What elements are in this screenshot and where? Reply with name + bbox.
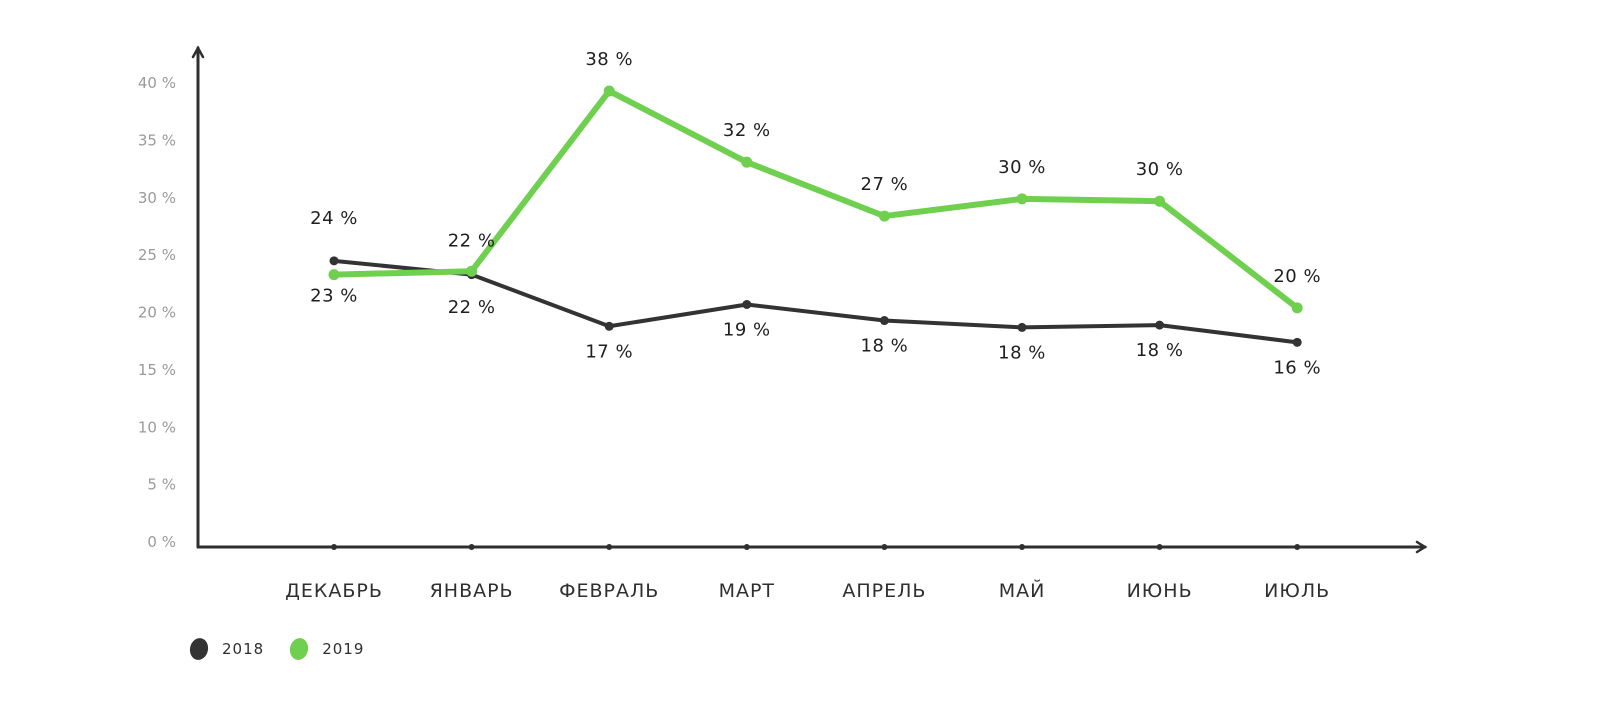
x-tick-mark bbox=[1019, 544, 1025, 550]
x-tick-mark bbox=[881, 544, 888, 550]
legend-swatch-2019 bbox=[288, 636, 311, 662]
y-tick-label: 15 % bbox=[138, 361, 176, 379]
legend: 2018 2019 bbox=[187, 636, 365, 662]
data-label-2018: 24 % bbox=[310, 208, 358, 229]
y-tick-label: 25 % bbox=[138, 246, 176, 264]
data-point-2018 bbox=[329, 256, 339, 266]
x-tick-label: ИЮЛЬ bbox=[1264, 580, 1330, 602]
y-axis-arrow bbox=[191, 45, 205, 59]
data-point-2019 bbox=[1154, 195, 1166, 207]
y-tick-label: 35 % bbox=[138, 131, 176, 149]
y-tick-label: 40 % bbox=[138, 74, 176, 92]
data-point-2018 bbox=[879, 316, 889, 326]
x-tick-label: ИЮНЬ bbox=[1127, 580, 1193, 602]
legend-item-2018: 2018 bbox=[187, 636, 265, 662]
y-tick-label: 20 % bbox=[138, 304, 176, 322]
x-tick-label: ЯНВАРЬ bbox=[430, 580, 514, 602]
data-point-2019 bbox=[1016, 193, 1028, 205]
data-label-2018: 16 % bbox=[1273, 357, 1321, 378]
data-label-2018: 22 % bbox=[448, 231, 496, 252]
series-line-2018 bbox=[332, 258, 1300, 345]
data-point-2018 bbox=[1017, 322, 1027, 332]
data-labels: 24 % 22 % 17 % 19 % 18 % 18 % 18 % 16 % 23 % 22 %… bbox=[310, 49, 1321, 378]
x-tick-mark bbox=[1294, 544, 1301, 550]
data-point-2018 bbox=[742, 299, 752, 309]
x-axis-arrow bbox=[1415, 540, 1428, 554]
data-label-2018: 17 % bbox=[585, 341, 633, 362]
x-axis-ticks: ДЕКАБРЬ ЯНВАРЬ ФЕВРАЛЬ МАРТ АПРЕЛЬ МАЙ ИЮНЬ ИЮЛ… bbox=[285, 544, 1330, 602]
axes bbox=[191, 45, 1428, 554]
data-label-2019: 32 % bbox=[723, 120, 771, 141]
data-label-2019: 30 % bbox=[998, 157, 1046, 178]
x-tick-mark bbox=[331, 544, 337, 550]
data-point-2019 bbox=[466, 265, 478, 277]
data-point-2018 bbox=[1292, 337, 1302, 347]
x-tick-mark bbox=[468, 544, 475, 550]
y-tick-label: 0 % bbox=[147, 533, 176, 551]
series-line-2019 bbox=[331, 88, 1301, 311]
data-label-2019: 23 % bbox=[310, 286, 358, 307]
series-points bbox=[328, 85, 1303, 347]
data-label-2018: 18 % bbox=[1136, 340, 1184, 361]
data-label-2019: 22 % bbox=[448, 297, 496, 318]
data-label-2018: 18 % bbox=[998, 342, 1046, 363]
data-label-2018: 19 % bbox=[723, 319, 771, 340]
data-label-2019: 20 % bbox=[1273, 266, 1321, 287]
data-label-2019: 30 % bbox=[1136, 159, 1184, 180]
x-tick-label: АПРЕЛЬ bbox=[842, 580, 926, 602]
data-point-2018 bbox=[1155, 320, 1165, 330]
x-tick-label: ДЕКАБРЬ bbox=[285, 580, 383, 602]
data-point-2018 bbox=[604, 321, 614, 331]
x-tick-mark bbox=[606, 544, 613, 550]
x-tick-label: МАРТ bbox=[719, 580, 775, 602]
data-label-2018: 18 % bbox=[861, 336, 909, 357]
data-point-2019 bbox=[1291, 302, 1303, 314]
y-tick-label: 30 % bbox=[138, 189, 176, 207]
y-tick-label: 5 % bbox=[147, 476, 176, 494]
data-label-2019: 38 % bbox=[585, 49, 633, 70]
legend-label-2019: 2019 bbox=[322, 640, 365, 658]
legend-swatch-2018 bbox=[187, 636, 211, 662]
data-point-2019 bbox=[603, 85, 615, 97]
data-point-2019 bbox=[741, 156, 753, 168]
y-tick-label: 10 % bbox=[138, 418, 176, 436]
data-point-2019 bbox=[878, 210, 890, 222]
y-axis-ticks: 0 % 5 % 10 % 15 % 20 % 25 % 30 % 35 % 40 % bbox=[138, 74, 176, 551]
x-tick-label: ФЕВРАЛЬ bbox=[559, 580, 659, 602]
data-point-2019 bbox=[328, 269, 340, 281]
legend-item-2019: 2019 bbox=[288, 636, 365, 662]
x-tick-mark bbox=[743, 544, 750, 550]
series-lines bbox=[331, 88, 1301, 345]
data-label-2019: 27 % bbox=[861, 174, 909, 195]
legend-label-2018: 2018 bbox=[222, 640, 265, 658]
x-tick-mark bbox=[1156, 544, 1163, 550]
x-tick-label: МАЙ bbox=[999, 579, 1046, 602]
